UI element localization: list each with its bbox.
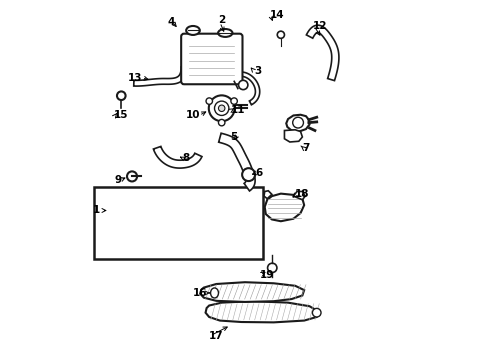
Ellipse shape bbox=[209, 95, 235, 121]
Circle shape bbox=[293, 117, 303, 128]
Ellipse shape bbox=[219, 120, 225, 126]
Ellipse shape bbox=[231, 98, 237, 104]
Ellipse shape bbox=[219, 105, 225, 112]
Polygon shape bbox=[306, 25, 339, 81]
Text: 8: 8 bbox=[182, 153, 190, 163]
Text: 14: 14 bbox=[270, 10, 285, 20]
Text: 1: 1 bbox=[93, 206, 100, 216]
Text: 5: 5 bbox=[231, 132, 238, 142]
Polygon shape bbox=[219, 133, 255, 191]
Ellipse shape bbox=[186, 26, 200, 35]
Text: 18: 18 bbox=[295, 189, 310, 199]
Polygon shape bbox=[264, 191, 272, 199]
Circle shape bbox=[127, 171, 137, 181]
Text: 16: 16 bbox=[193, 288, 207, 298]
Text: 11: 11 bbox=[231, 105, 245, 115]
Polygon shape bbox=[285, 130, 302, 142]
Ellipse shape bbox=[218, 29, 232, 37]
Text: 3: 3 bbox=[254, 66, 261, 76]
Polygon shape bbox=[294, 192, 305, 200]
Circle shape bbox=[117, 91, 125, 100]
Text: 17: 17 bbox=[209, 331, 224, 341]
Text: 19: 19 bbox=[259, 270, 274, 280]
Polygon shape bbox=[240, 72, 260, 105]
Text: 15: 15 bbox=[114, 111, 128, 121]
Circle shape bbox=[239, 80, 248, 90]
Circle shape bbox=[277, 31, 285, 39]
Text: 12: 12 bbox=[313, 21, 328, 31]
Polygon shape bbox=[153, 147, 202, 168]
Text: 10: 10 bbox=[186, 111, 200, 121]
Circle shape bbox=[242, 168, 255, 181]
Ellipse shape bbox=[211, 288, 219, 298]
Polygon shape bbox=[134, 67, 187, 86]
Polygon shape bbox=[205, 301, 318, 322]
FancyBboxPatch shape bbox=[181, 34, 243, 84]
Polygon shape bbox=[265, 194, 304, 221]
Text: 2: 2 bbox=[218, 15, 225, 26]
Text: 6: 6 bbox=[256, 168, 263, 178]
Polygon shape bbox=[95, 187, 263, 259]
Text: 7: 7 bbox=[302, 143, 310, 153]
Circle shape bbox=[268, 263, 277, 273]
Text: 9: 9 bbox=[114, 175, 122, 185]
Text: 4: 4 bbox=[168, 17, 175, 27]
Circle shape bbox=[313, 309, 321, 317]
Polygon shape bbox=[200, 282, 304, 302]
Ellipse shape bbox=[206, 98, 213, 104]
Text: 13: 13 bbox=[128, 73, 143, 83]
Ellipse shape bbox=[215, 101, 229, 116]
Polygon shape bbox=[286, 115, 310, 132]
